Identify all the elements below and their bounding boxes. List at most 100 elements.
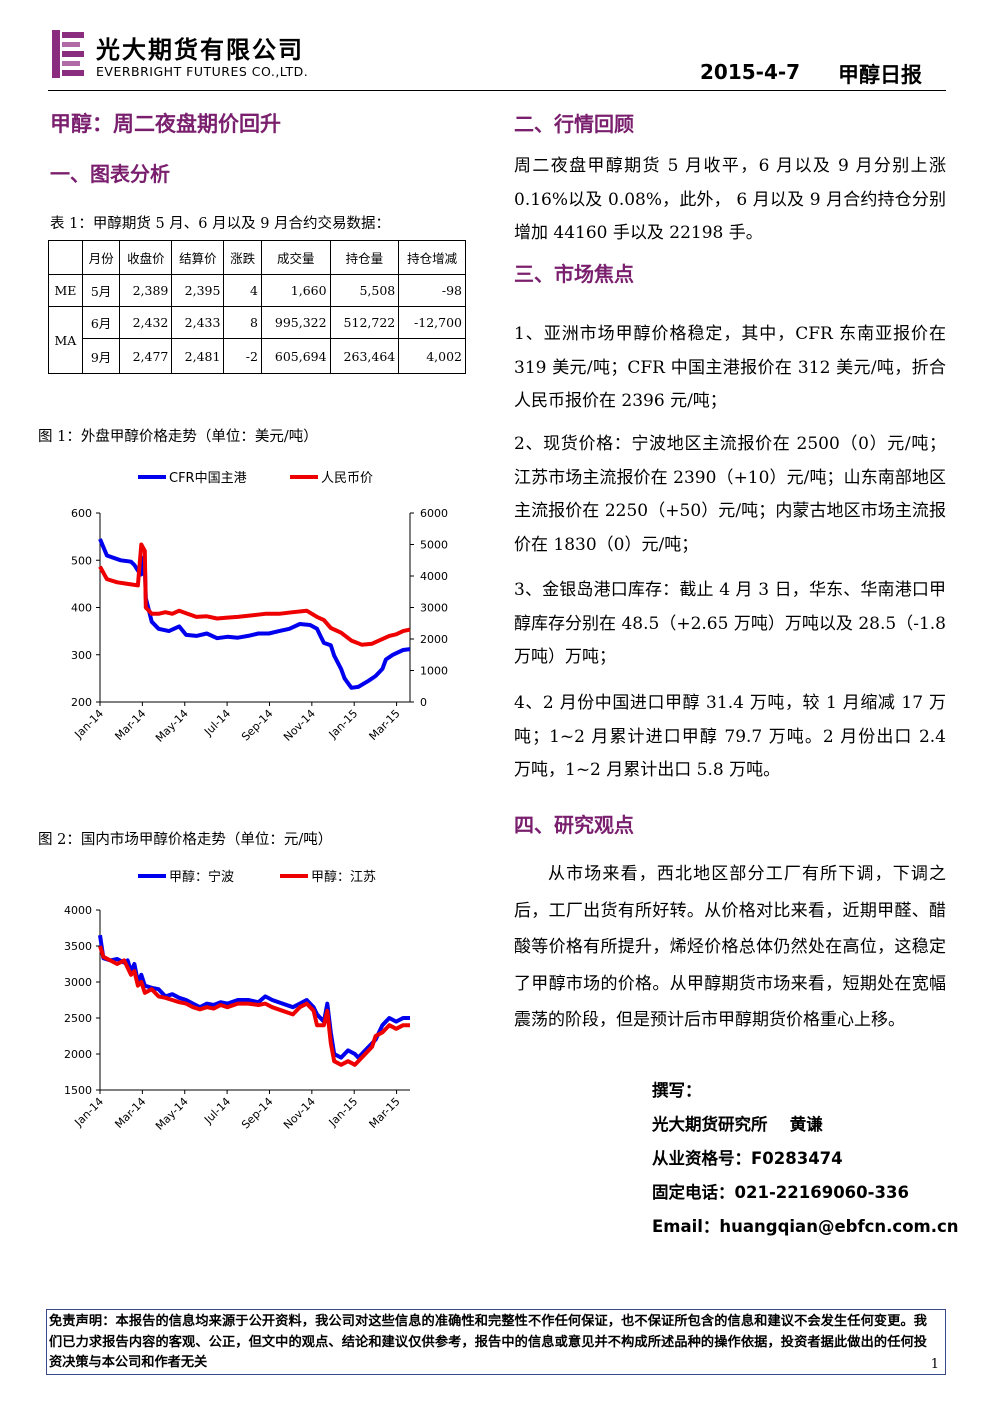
legend-label: 人民币价 bbox=[321, 471, 373, 486]
y2-tick-label: 4000 bbox=[420, 570, 448, 583]
table-row: ME 5月 2,389 2,395 4 1,660 5,508 -98 bbox=[48, 274, 466, 307]
change-cell: 4 bbox=[223, 274, 262, 307]
open-interest-cell: 263,464 bbox=[329, 338, 400, 374]
table-header-cell: 持仓量 bbox=[329, 240, 400, 275]
y-tick-label: 2500 bbox=[64, 1012, 92, 1025]
table-header-row: 月份 收盘价 结算价 涨跌 成交量 持仓量 持仓增减 bbox=[48, 240, 466, 275]
x-tick-label: Jan-14 bbox=[72, 1095, 107, 1130]
settle-cell: 2,433 bbox=[171, 306, 225, 339]
oi-change-cell: 4,002 bbox=[398, 338, 466, 374]
figure2-caption: 图 2：国内市场甲醇价格走势（单位：元/吨） bbox=[38, 832, 333, 848]
disclaimer-box: 免责声明：本报告的信息均来源于公开资料，我公司对这些信息的准确性和完整性不作任何… bbox=[46, 1309, 946, 1375]
x-tick-label: Mar-14 bbox=[112, 707, 148, 743]
table-caption: 表 1：甲醇期货 5 月、6 月以及 9 月合约交易数据： bbox=[50, 216, 391, 232]
section-research-view-title: 四、研究观点 bbox=[514, 813, 634, 837]
legend-label: 甲醇：宁波 bbox=[169, 869, 234, 885]
settle-cell: 2,395 bbox=[171, 274, 225, 307]
y-tick-label: 500 bbox=[71, 554, 92, 567]
x-tick-label: Nov-14 bbox=[281, 707, 318, 744]
futures-data-table: 月份 收盘价 结算价 涨跌 成交量 持仓量 持仓增减 ME 5月 2,389 2… bbox=[48, 240, 466, 374]
y2-tick-label: 6000 bbox=[420, 507, 448, 520]
author-heading: 撰写： bbox=[652, 1081, 702, 1100]
exchange-cell: MA bbox=[48, 306, 83, 374]
report-name: 甲醇日报 bbox=[838, 63, 922, 87]
y-tick-label: 600 bbox=[71, 507, 92, 520]
open-interest-cell: 512,722 bbox=[329, 306, 400, 339]
y2-tick-label: 2000 bbox=[420, 633, 448, 646]
main-title: 甲醇：周二夜盘期价回升 bbox=[50, 112, 281, 136]
month-cell: 9月 bbox=[81, 338, 121, 374]
y-tick-label: 3500 bbox=[64, 940, 92, 953]
volume-cell: 1,660 bbox=[260, 274, 331, 307]
table-header-cell: 持仓增减 bbox=[398, 240, 466, 275]
x-tick-label: Nov-14 bbox=[281, 1095, 318, 1132]
y-tick-label: 3000 bbox=[64, 976, 92, 989]
y2-tick-label: 3000 bbox=[420, 602, 448, 615]
series-line bbox=[98, 934, 410, 1060]
x-tick-label: Sep-14 bbox=[239, 1095, 276, 1132]
table-header-cell bbox=[48, 240, 83, 275]
exchange-cell: ME bbox=[48, 274, 83, 307]
company-name-en: EVERBRIGHT FUTURES CO.,LTD. bbox=[96, 64, 309, 79]
market-focus-item: 4、2 月份中国进口甲醇 31.4 万吨，较 1 月缩减 17 万吨；1~2 月… bbox=[514, 693, 946, 780]
page-number: 1 bbox=[930, 1357, 939, 1372]
y-tick-label: 4000 bbox=[64, 904, 92, 917]
figure1-caption: 图 1：外盘甲醇价格走势（单位：美元/吨） bbox=[38, 429, 318, 445]
x-tick-label: Jul-14 bbox=[201, 1095, 233, 1127]
x-tick-label: May-14 bbox=[153, 707, 191, 745]
foreign-methanol-price-chart: CFR中国主港 人民币价20030040050060001000200030004… bbox=[71, 471, 448, 745]
report-date: 2015-4-7 bbox=[700, 60, 801, 84]
research-view-text: 从市场来看，西北地区部分工厂有所下调，下调之后，工厂出货有所好转。从价格对比来看… bbox=[514, 864, 946, 1030]
author-email[interactable]: Email：huangqian@ebfcn.com.cn bbox=[652, 1217, 959, 1236]
x-tick-label: May-14 bbox=[153, 1095, 191, 1133]
x-tick-label: Mar-15 bbox=[367, 1095, 403, 1131]
y2-tick-label: 1000 bbox=[420, 665, 448, 678]
author-license: 从业资格号：F0283474 bbox=[652, 1149, 843, 1168]
month-cell: 6月 bbox=[81, 306, 121, 339]
legend-label: 甲醇：江苏 bbox=[311, 869, 376, 885]
y-tick-label: 400 bbox=[71, 602, 92, 615]
author-name: 光大期货研究所 黄谦 bbox=[652, 1115, 823, 1134]
market-focus-item: 1、亚洲市场甲醇价格稳定，其中，CFR 东南亚报价在 319 美元/吨；CFR … bbox=[514, 324, 946, 411]
change-cell: -2 bbox=[223, 338, 262, 374]
table-header-cell: 收盘价 bbox=[119, 240, 173, 275]
close-cell: 2,432 bbox=[119, 306, 173, 339]
legend-label: CFR中国主港 bbox=[169, 471, 247, 486]
series-line bbox=[98, 542, 411, 647]
market-focus-item: 3、金银岛港口库存：截止 4 月 3 日，华东、华南港口甲醇库存分别在 48.5… bbox=[514, 580, 946, 667]
disclaimer-text: 免责声明：本报告的信息均来源于公开资料，我公司对这些信息的准确性和完整性不作任何… bbox=[49, 1314, 927, 1370]
oi-change-cell: -12,700 bbox=[398, 306, 466, 339]
y2-tick-label: 0 bbox=[420, 696, 427, 709]
close-cell: 2,389 bbox=[119, 274, 173, 307]
author-phone: 固定电话：021-22169060-336 bbox=[652, 1183, 909, 1202]
y2-tick-label: 5000 bbox=[420, 539, 448, 552]
close-cell: 2,477 bbox=[119, 338, 173, 374]
header-divider bbox=[48, 90, 946, 91]
volume-cell: 995,322 bbox=[260, 306, 331, 339]
series-line bbox=[98, 945, 410, 1067]
change-cell: 8 bbox=[223, 306, 262, 339]
volume-cell: 605,694 bbox=[260, 338, 331, 374]
section-market-focus-title: 三、市场焦点 bbox=[514, 262, 634, 286]
company-logo bbox=[52, 30, 84, 78]
table-row: MA 6月 2,432 2,433 8 995,322 512,722 -12,… bbox=[48, 306, 466, 374]
table-header-cell: 月份 bbox=[81, 240, 121, 275]
x-tick-label: Jan-14 bbox=[72, 707, 107, 742]
x-tick-label: Jan-15 bbox=[326, 1095, 361, 1130]
section-market-review-title: 二、行情回顾 bbox=[514, 112, 634, 136]
table-header-cell: 成交量 bbox=[260, 240, 331, 275]
settle-cell: 2,481 bbox=[171, 338, 225, 374]
x-tick-label: Sep-14 bbox=[239, 707, 276, 744]
section-chart-analysis-title: 一、图表分析 bbox=[50, 162, 170, 186]
table-header-cell: 结算价 bbox=[171, 240, 225, 275]
month-cell: 5月 bbox=[81, 274, 121, 307]
x-tick-label: Mar-15 bbox=[367, 707, 403, 743]
table-header-cell: 涨跌 bbox=[223, 240, 262, 275]
oi-change-cell: -98 bbox=[398, 274, 466, 307]
y-tick-label: 200 bbox=[71, 696, 92, 709]
x-tick-label: Jan-15 bbox=[326, 707, 361, 742]
x-tick-label: Mar-14 bbox=[112, 1095, 148, 1131]
y-tick-label: 2000 bbox=[64, 1048, 92, 1061]
x-tick-label: Jul-14 bbox=[201, 707, 233, 739]
y-tick-label: 1500 bbox=[64, 1084, 92, 1097]
